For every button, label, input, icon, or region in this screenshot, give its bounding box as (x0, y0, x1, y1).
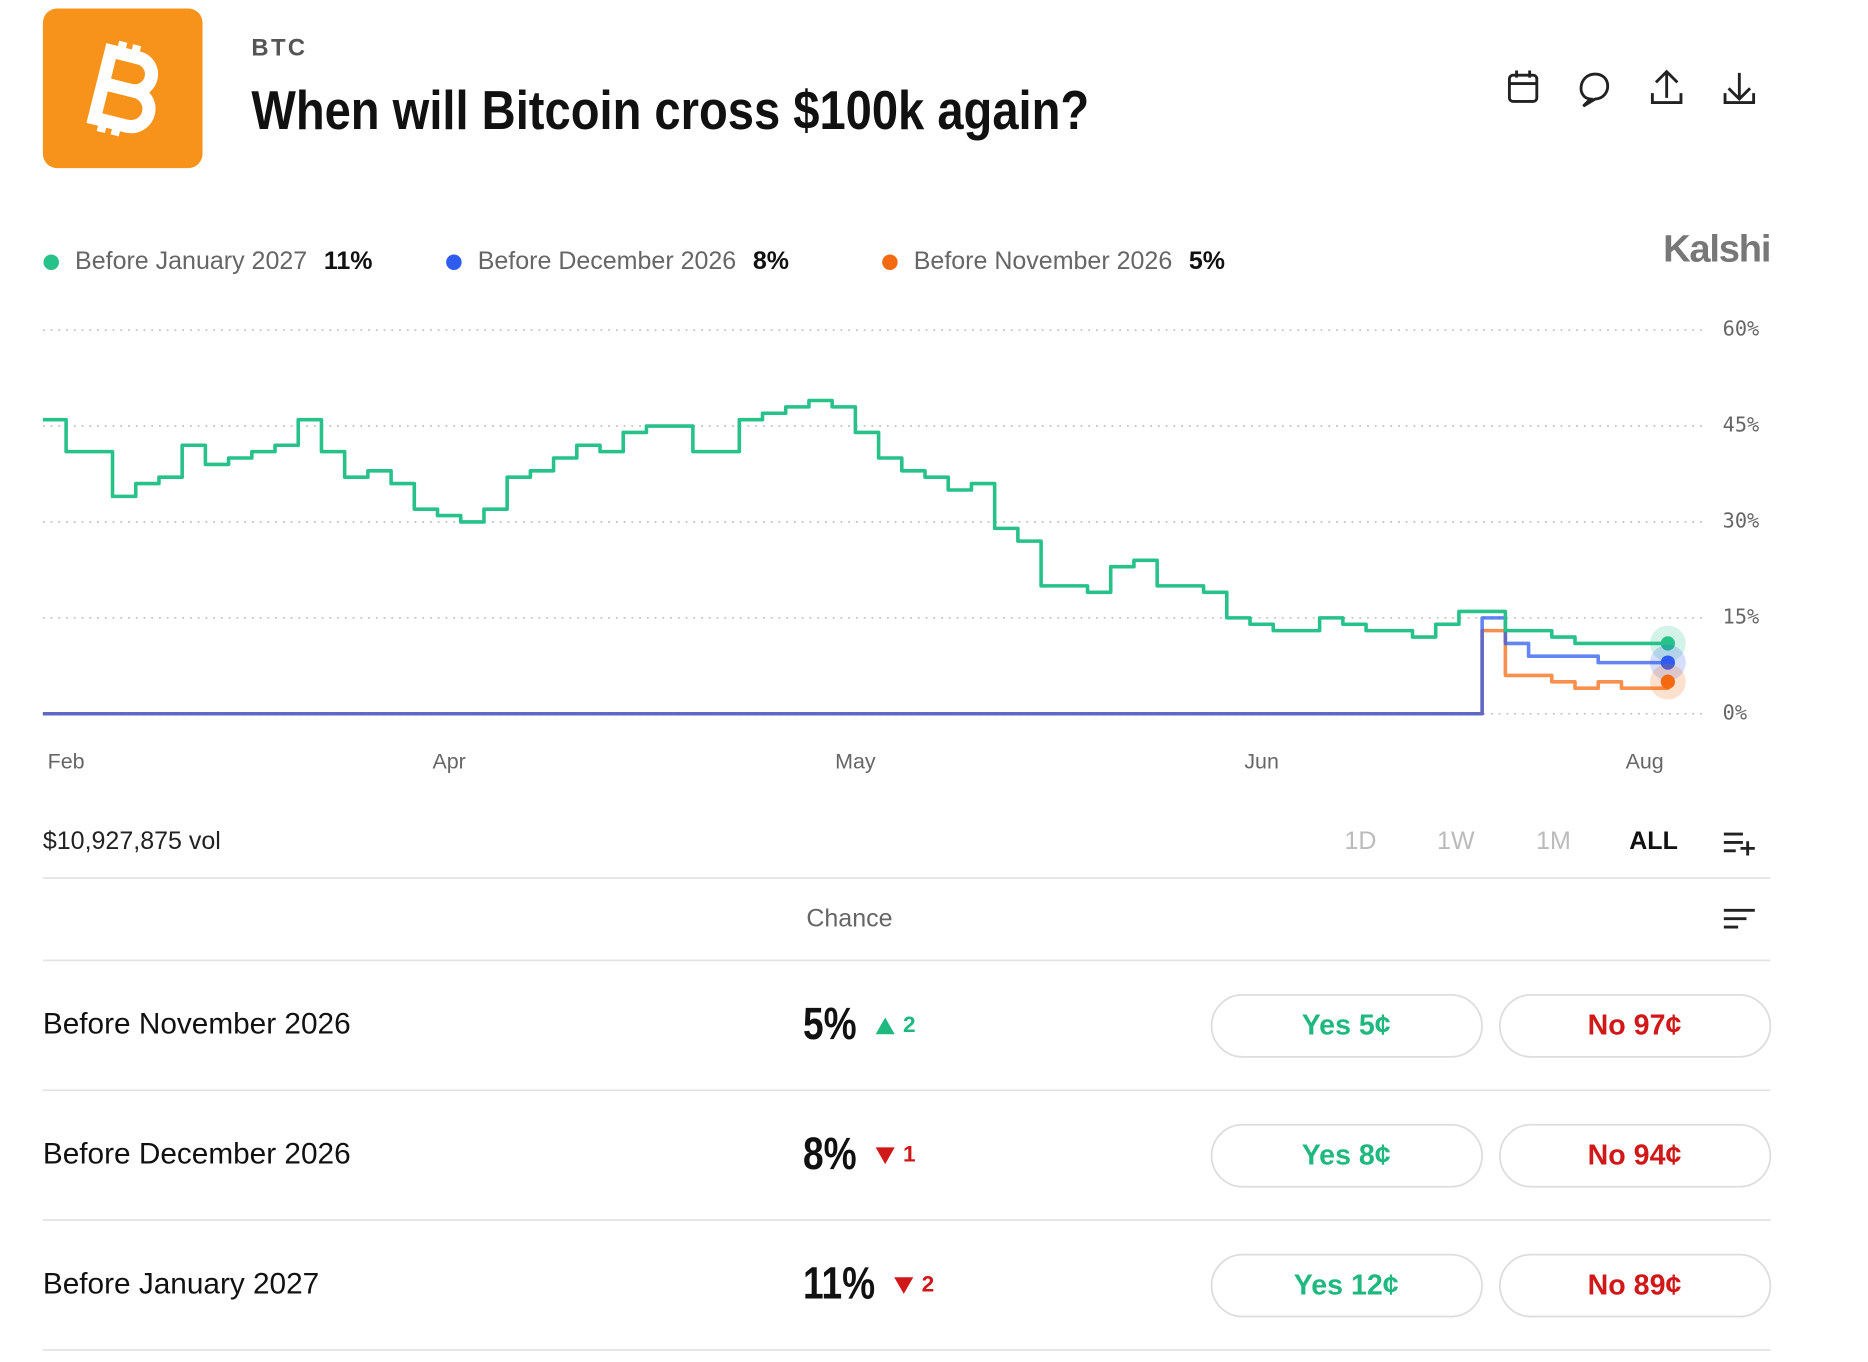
no-button[interactable] (1498, 1123, 1772, 1188)
y-tick-label: 30% (1723, 508, 1760, 532)
change-arrow (875, 1147, 895, 1165)
x-tick-label: Feb (48, 749, 85, 773)
change-arrow (894, 1277, 914, 1294)
legend-dot (43, 254, 59, 270)
change: 2 (922, 1272, 935, 1297)
toolbar-icons (1507, 69, 1756, 108)
legend-dot (446, 254, 462, 270)
yes-label[interactable]: Yes 5¢ (1302, 1010, 1391, 1042)
end-dot (1660, 636, 1676, 651)
add-icon[interactable] (1723, 832, 1755, 856)
change-arrow (875, 1017, 895, 1035)
change: 1 (903, 1142, 916, 1167)
no-label[interactable]: No 89¢ (1588, 1269, 1682, 1301)
range-button[interactable]: 1W (1437, 827, 1475, 855)
y-tick-label: 15% (1723, 604, 1760, 628)
ticker: BTC (251, 34, 307, 61)
legend-value: 8% (753, 247, 789, 275)
no-button[interactable] (1498, 1253, 1772, 1318)
chance: 11% (803, 1258, 875, 1308)
title: When will Bitcoin cross $100k again? (251, 80, 1089, 141)
legend-value: 5% (1189, 247, 1225, 275)
range-button[interactable]: 1D (1345, 827, 1377, 855)
row-name: Before January 2027 (43, 1267, 319, 1300)
dividers (42, 877, 1771, 1351)
yes-button[interactable] (1210, 1253, 1483, 1318)
end-dot (1660, 674, 1676, 689)
end-dot (1660, 655, 1676, 670)
series-line (42, 628, 1670, 716)
brand: Kalshi (1663, 228, 1770, 271)
legend-dot (882, 254, 898, 270)
y-tick-label: 60% (1723, 317, 1760, 341)
series-line (42, 398, 1668, 646)
yes-label[interactable]: Yes 8¢ (1302, 1139, 1391, 1171)
yes-button[interactable] (1210, 994, 1483, 1058)
legend-name: Before January 2027 (75, 247, 307, 275)
series-line (42, 616, 1668, 716)
y-tick-label: 0% (1723, 700, 1747, 724)
yes-button[interactable] (1210, 1123, 1483, 1188)
no-button[interactable] (1498, 994, 1772, 1058)
no-label[interactable]: No 94¢ (1588, 1139, 1682, 1171)
row-name: Before December 2026 (43, 1138, 351, 1171)
calendar-icon[interactable] (1507, 73, 1539, 103)
legend-value: 11% (324, 247, 373, 275)
download-icon[interactable] (1723, 72, 1756, 105)
no-label[interactable]: No 97¢ (1588, 1010, 1682, 1042)
volume: $10,927,875 vol (43, 827, 221, 855)
x-tick-label: May (835, 749, 876, 773)
share-icon[interactable] (1650, 69, 1683, 105)
column-header: Chance (806, 904, 892, 932)
chance: 5% (803, 999, 857, 1049)
comment-icon[interactable] (1579, 72, 1610, 108)
sort-icon[interactable] (1723, 908, 1755, 929)
change: 2 (903, 1012, 916, 1037)
x-tick-label: Aug (1626, 749, 1664, 773)
yes-label[interactable]: Yes 12¢ (1294, 1269, 1399, 1301)
row-name: Before November 2026 (43, 1008, 351, 1041)
legend-name: Before December 2026 (478, 247, 736, 275)
y-tick-label: 45% (1723, 413, 1760, 437)
chance: 8% (803, 1128, 857, 1178)
x-tick-label: Apr (432, 749, 465, 773)
x-tick-label: Jun (1244, 749, 1279, 773)
range-button[interactable]: ALL (1629, 827, 1678, 855)
legend-name: Before November 2026 (914, 247, 1172, 275)
bitcoin-symbol (86, 40, 159, 137)
range-button[interactable]: 1M (1536, 827, 1571, 855)
